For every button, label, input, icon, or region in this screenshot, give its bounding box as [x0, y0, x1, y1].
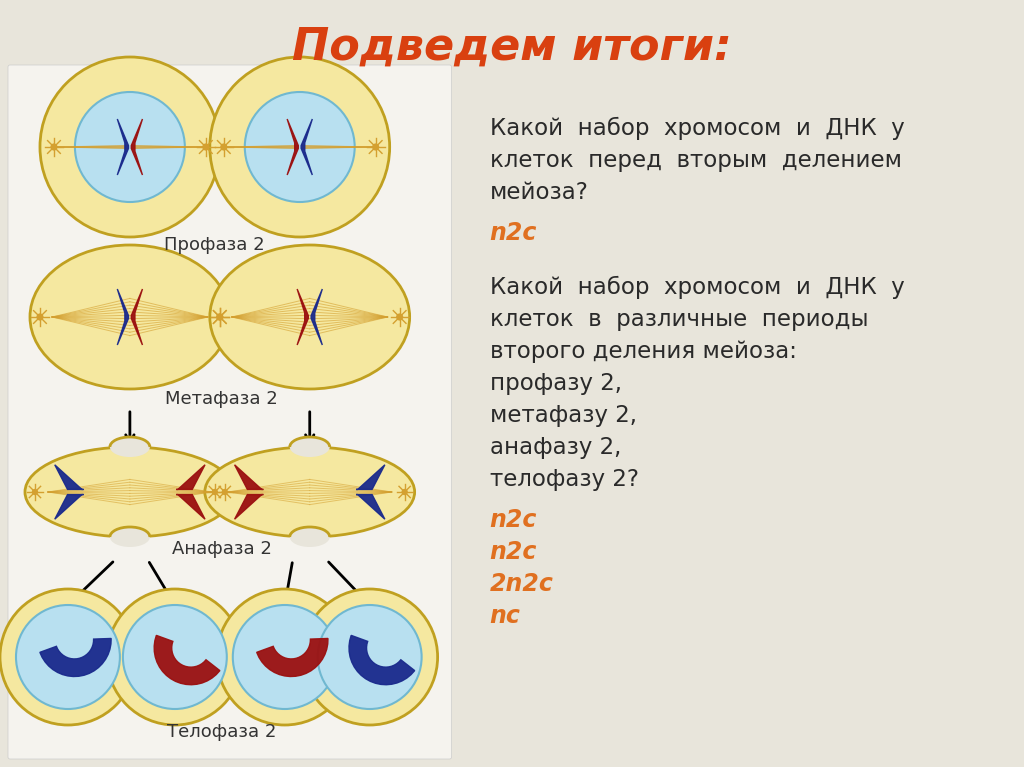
Circle shape [220, 143, 227, 150]
Ellipse shape [16, 605, 120, 709]
Text: Метафаза 2: Метафаза 2 [166, 390, 279, 408]
Polygon shape [176, 465, 205, 489]
Text: Какой  набор  хромосом  и  ДНК  у: Какой набор хромосом и ДНК у [489, 276, 904, 299]
Ellipse shape [245, 92, 354, 202]
Text: метафазу 2,: метафазу 2, [489, 404, 637, 427]
Text: Профаза 2: Профаза 2 [165, 236, 265, 254]
Polygon shape [131, 119, 142, 175]
Polygon shape [234, 465, 263, 489]
FancyBboxPatch shape [8, 65, 452, 759]
Polygon shape [40, 638, 112, 676]
Text: n2c: n2c [489, 508, 537, 532]
Polygon shape [234, 495, 263, 519]
Ellipse shape [75, 92, 185, 202]
Ellipse shape [302, 589, 437, 725]
Circle shape [37, 314, 44, 321]
Text: Подведем итоги:: Подведем итоги: [292, 25, 731, 68]
Polygon shape [118, 119, 128, 175]
Text: Телофаза 2: Телофаза 2 [167, 723, 276, 741]
Polygon shape [301, 119, 312, 175]
Ellipse shape [123, 605, 226, 709]
Ellipse shape [0, 589, 136, 725]
Ellipse shape [110, 527, 150, 547]
Circle shape [32, 489, 38, 495]
Ellipse shape [40, 57, 220, 237]
Ellipse shape [205, 447, 415, 537]
Text: анафазу 2,: анафазу 2, [489, 436, 621, 459]
Circle shape [202, 143, 210, 150]
Polygon shape [287, 119, 298, 175]
Polygon shape [356, 465, 385, 489]
Ellipse shape [290, 527, 330, 547]
Ellipse shape [210, 245, 410, 389]
Polygon shape [311, 289, 323, 345]
Ellipse shape [25, 447, 234, 537]
Text: nc: nc [489, 604, 520, 628]
Text: профазу 2,: профазу 2, [489, 372, 622, 395]
Ellipse shape [110, 437, 150, 457]
Polygon shape [118, 289, 128, 345]
Polygon shape [176, 495, 205, 519]
Ellipse shape [317, 605, 422, 709]
Circle shape [216, 314, 223, 321]
Ellipse shape [106, 589, 243, 725]
Text: мейоза?: мейоза? [489, 181, 589, 204]
Polygon shape [356, 495, 385, 519]
Circle shape [50, 143, 57, 150]
Text: второго деления мейоза:: второго деления мейоза: [489, 340, 797, 363]
Circle shape [401, 489, 408, 495]
Ellipse shape [210, 57, 390, 237]
Text: Анафаза 2: Анафаза 2 [172, 540, 271, 558]
Text: телофазу 2?: телофазу 2? [489, 468, 639, 491]
Circle shape [212, 489, 218, 495]
Polygon shape [349, 635, 415, 685]
Polygon shape [131, 289, 142, 345]
Text: клеток  в  различные  периоды: клеток в различные периоды [489, 308, 868, 331]
Text: n2c: n2c [489, 221, 537, 245]
Circle shape [221, 489, 228, 495]
Polygon shape [54, 495, 84, 519]
Ellipse shape [290, 437, 330, 457]
Ellipse shape [30, 245, 229, 389]
Ellipse shape [232, 605, 337, 709]
Polygon shape [155, 635, 220, 685]
Text: 2n2c: 2n2c [489, 572, 553, 596]
Circle shape [216, 314, 223, 321]
Text: клеток  перед  вторым  делением: клеток перед вторым делением [489, 149, 901, 172]
Text: Какой  набор  хромосом  и  ДНК  у: Какой набор хромосом и ДНК у [489, 117, 904, 140]
Circle shape [372, 143, 379, 150]
Polygon shape [257, 638, 328, 676]
Polygon shape [297, 289, 308, 345]
Circle shape [396, 314, 403, 321]
Text: n2c: n2c [489, 540, 537, 564]
Ellipse shape [217, 589, 352, 725]
Polygon shape [54, 465, 84, 489]
